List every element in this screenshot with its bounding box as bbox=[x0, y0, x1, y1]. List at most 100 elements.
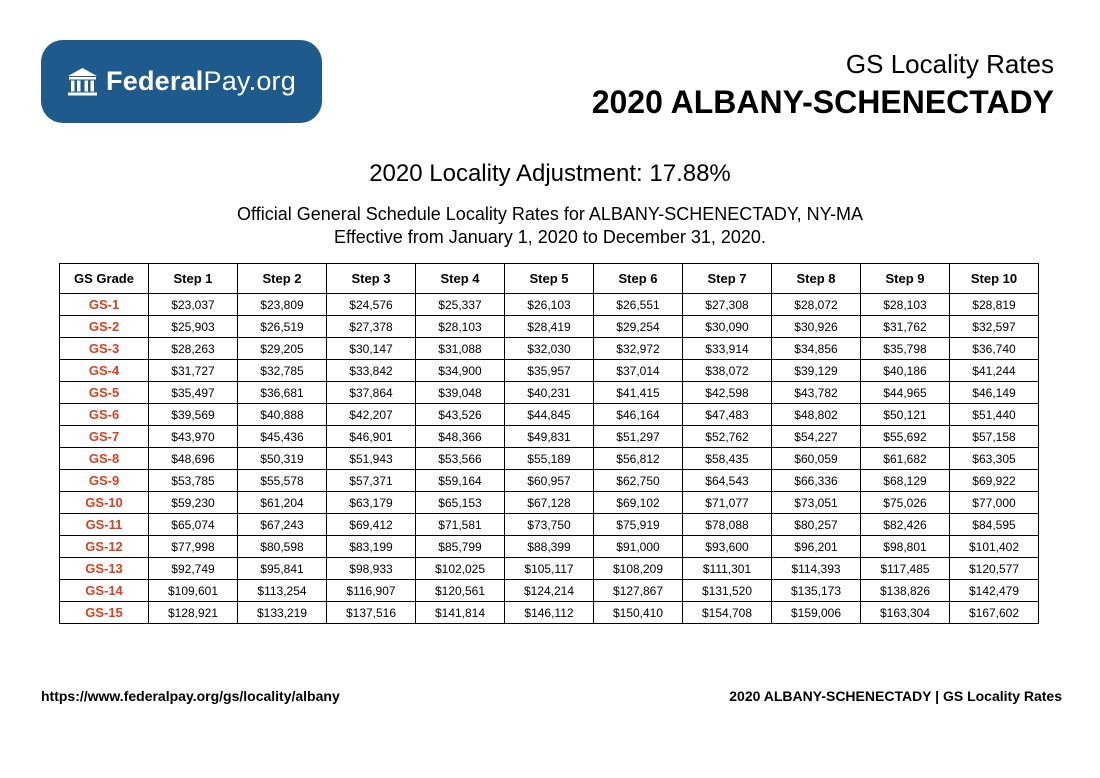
rate-cell: $34,900 bbox=[415, 359, 505, 382]
rate-cell: $40,186 bbox=[860, 359, 950, 382]
grade-cell: GS-3 bbox=[59, 337, 149, 360]
rate-cell: $92,749 bbox=[148, 557, 238, 580]
rate-cell: $23,037 bbox=[148, 293, 238, 316]
rate-cell: $114,393 bbox=[771, 557, 861, 580]
rate-cell: $98,933 bbox=[326, 557, 416, 580]
column-header: Step 7 bbox=[682, 263, 772, 294]
rate-cell: $163,304 bbox=[860, 601, 950, 624]
rate-cell: $61,204 bbox=[237, 491, 327, 514]
rate-cell: $25,337 bbox=[415, 293, 505, 316]
rate-cell: $27,308 bbox=[682, 293, 772, 316]
grade-cell: GS-15 bbox=[59, 601, 149, 624]
rate-cell: $127,867 bbox=[593, 579, 683, 602]
rate-cell: $66,336 bbox=[771, 469, 861, 492]
table-body: GS-1 $23,037 $23,809 $24,576 $25,337 $26,103 $… bbox=[59, 293, 1039, 624]
rate-cell: $33,842 bbox=[326, 359, 416, 382]
rate-cell: $36,681 bbox=[237, 381, 327, 404]
grade-cell: GS-8 bbox=[59, 447, 149, 470]
rate-cell: $47,483 bbox=[682, 403, 772, 426]
rate-cell: $24,576 bbox=[326, 293, 416, 316]
rate-cell: $52,762 bbox=[682, 425, 772, 448]
rate-cell: $51,297 bbox=[593, 425, 683, 448]
rate-cell: $69,922 bbox=[949, 469, 1039, 492]
rate-cell: $28,263 bbox=[148, 337, 238, 360]
rate-cell: $120,561 bbox=[415, 579, 505, 602]
logo-text: FederalPay.org bbox=[106, 66, 296, 96]
rate-cell: $46,164 bbox=[593, 403, 683, 426]
rate-cell: $42,207 bbox=[326, 403, 416, 426]
rate-cell: $73,750 bbox=[504, 513, 594, 536]
rate-cell: $59,230 bbox=[148, 491, 238, 514]
rate-cell: $41,415 bbox=[593, 381, 683, 404]
rate-cell: $35,957 bbox=[504, 359, 594, 382]
official-line-2: Effective from January 1, 2020 to Decemb… bbox=[334, 227, 766, 247]
rate-cell: $137,516 bbox=[326, 601, 416, 624]
grade-cell: GS-11 bbox=[59, 513, 149, 536]
table-row: GS-11 $65,074 $67,243 $69,412 $71,581 $73,750… bbox=[59, 513, 1039, 536]
rate-cell: $25,903 bbox=[148, 315, 238, 338]
rate-cell: $83,199 bbox=[326, 535, 416, 558]
rate-cell: $45,436 bbox=[237, 425, 327, 448]
table-row: GS-10 $59,230 $61,204 $63,179 $65,153 $67,128… bbox=[59, 491, 1039, 514]
column-header: Step 8 bbox=[771, 263, 861, 294]
rate-cell: $78,088 bbox=[682, 513, 772, 536]
rate-cell: $43,526 bbox=[415, 403, 505, 426]
rate-cell: $54,227 bbox=[771, 425, 861, 448]
footer-url[interactable]: https://www.federalpay.org/gs/locality/a… bbox=[41, 688, 340, 704]
rate-cell: $39,129 bbox=[771, 359, 861, 382]
rate-cell: $69,102 bbox=[593, 491, 683, 514]
rate-cell: $43,782 bbox=[771, 381, 861, 404]
rate-cell: $135,173 bbox=[771, 579, 861, 602]
rate-cell: $60,059 bbox=[771, 447, 861, 470]
rate-cell: $117,485 bbox=[860, 557, 950, 580]
rate-cell: $80,598 bbox=[237, 535, 327, 558]
table-row: GS-15 $128,921 $133,219 $137,516 $141,814 $14… bbox=[59, 601, 1039, 624]
rate-cell: $48,366 bbox=[415, 425, 505, 448]
rate-cell: $31,088 bbox=[415, 337, 505, 360]
rate-cell: $68,129 bbox=[860, 469, 950, 492]
rate-cell: $48,696 bbox=[148, 447, 238, 470]
rate-cell: $124,214 bbox=[504, 579, 594, 602]
rate-cell: $32,030 bbox=[504, 337, 594, 360]
table-row: GS-12 $77,998 $80,598 $83,199 $85,799 $88,399… bbox=[59, 535, 1039, 558]
table-row: GS-2 $25,903 $26,519 $27,378 $28,103 $28,419 $… bbox=[59, 315, 1039, 338]
grade-cell: GS-13 bbox=[59, 557, 149, 580]
rate-cell: $77,998 bbox=[148, 535, 238, 558]
rate-cell: $75,026 bbox=[860, 491, 950, 514]
rate-cell: $64,543 bbox=[682, 469, 772, 492]
rate-cell: $109,601 bbox=[148, 579, 238, 602]
federalpay-logo[interactable]: FederalPay.org bbox=[41, 40, 322, 123]
table-row: GS-1 $23,037 $23,809 $24,576 $25,337 $26,103 $… bbox=[59, 293, 1039, 316]
rate-cell: $113,254 bbox=[237, 579, 327, 602]
rate-cell: $37,014 bbox=[593, 359, 683, 382]
rate-cell: $138,826 bbox=[860, 579, 950, 602]
rate-cell: $101,402 bbox=[949, 535, 1039, 558]
rate-cell: $53,566 bbox=[415, 447, 505, 470]
rate-cell: $146,112 bbox=[504, 601, 594, 624]
rate-cell: $44,965 bbox=[860, 381, 950, 404]
table-row: GS-6 $39,569 $40,888 $42,207 $43,526 $44,845 $… bbox=[59, 403, 1039, 426]
rate-cell: $154,708 bbox=[682, 601, 772, 624]
rate-cell: $93,600 bbox=[682, 535, 772, 558]
column-header: Step 9 bbox=[860, 263, 950, 294]
rate-cell: $28,819 bbox=[949, 293, 1039, 316]
column-header: Step 2 bbox=[237, 263, 327, 294]
rate-cell: $30,147 bbox=[326, 337, 416, 360]
rate-cell: $35,497 bbox=[148, 381, 238, 404]
rate-cell: $63,179 bbox=[326, 491, 416, 514]
rate-cell: $82,426 bbox=[860, 513, 950, 536]
footer-label: 2020 ALBANY-SCHENECTADY | GS Locality Ra… bbox=[729, 688, 1062, 704]
table-row: GS-7 $43,970 $45,436 $46,901 $48,366 $49,831 $… bbox=[59, 425, 1039, 448]
rate-cell: $71,581 bbox=[415, 513, 505, 536]
table-row: GS-13 $92,749 $95,841 $98,933 $102,025 $105,1… bbox=[59, 557, 1039, 580]
rate-cell: $26,551 bbox=[593, 293, 683, 316]
rate-cell: $44,845 bbox=[504, 403, 594, 426]
rate-cell: $40,231 bbox=[504, 381, 594, 404]
rate-cell: $30,090 bbox=[682, 315, 772, 338]
grade-cell: GS-4 bbox=[59, 359, 149, 382]
rate-cell: $57,371 bbox=[326, 469, 416, 492]
rate-cell: $131,520 bbox=[682, 579, 772, 602]
rate-cell: $108,209 bbox=[593, 557, 683, 580]
rate-cell: $28,419 bbox=[504, 315, 594, 338]
